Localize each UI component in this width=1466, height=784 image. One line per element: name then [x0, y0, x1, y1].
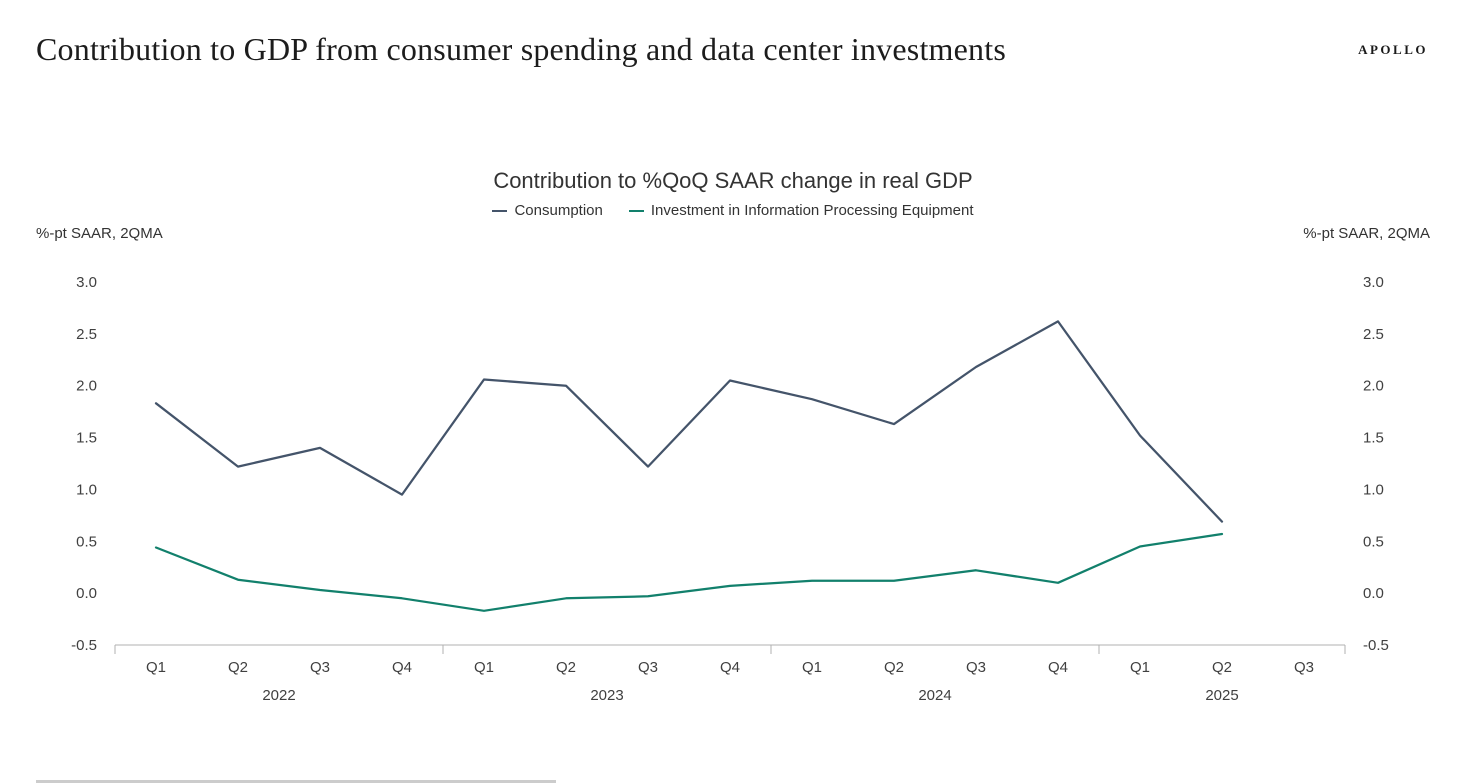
x-axis-quarter-label: Q3 — [1294, 659, 1314, 676]
y-axis-tick-label-right: 0.5 — [1363, 534, 1384, 551]
x-axis-quarter-label: Q1 — [146, 659, 166, 676]
legend-line-swatch — [629, 210, 644, 212]
x-axis-year-label: 2025 — [1205, 687, 1238, 704]
legend-label: Consumption — [514, 202, 602, 219]
legend-item-consumption: Consumption — [492, 202, 602, 219]
axis-units-row: %-pt SAAR, 2QMA %-pt SAAR, 2QMA — [0, 225, 1466, 242]
y-axis-tick-label-right: 2.5 — [1363, 326, 1384, 343]
y-axis-tick-label-left: 1.0 — [76, 482, 97, 499]
x-axis-year-label: 2024 — [918, 687, 951, 704]
x-axis-quarter-label: Q4 — [1048, 659, 1068, 676]
page-title: Contribution to GDP from consumer spendi… — [36, 30, 1430, 68]
x-axis-quarter-label: Q2 — [884, 659, 904, 676]
x-axis-quarter-label: Q2 — [556, 659, 576, 676]
y-axis-tick-label-left: 2.5 — [76, 326, 97, 343]
x-axis-quarter-label: Q1 — [1130, 659, 1150, 676]
right-axis-units-label: %-pt SAAR, 2QMA — [1303, 225, 1430, 242]
y-axis-tick-label-left: -0.5 — [71, 637, 97, 654]
y-axis-tick-label-right: 2.0 — [1363, 378, 1384, 395]
x-axis-quarter-label: Q1 — [474, 659, 494, 676]
legend-label: Investment in Information Processing Equ… — [651, 202, 974, 219]
x-axis-quarter-label: Q3 — [310, 659, 330, 676]
x-axis-quarter-label: Q4 — [720, 659, 740, 676]
y-axis-tick-label-right: 0.0 — [1363, 586, 1384, 603]
left-axis-units-label: %-pt SAAR, 2QMA — [36, 225, 163, 242]
y-axis-tick-label-right: 3.0 — [1363, 274, 1384, 291]
y-axis-tick-label-right: 1.5 — [1363, 430, 1384, 447]
x-axis-quarter-label: Q3 — [966, 659, 986, 676]
x-axis-quarter-label: Q4 — [392, 659, 412, 676]
y-axis-tick-label-left: 0.0 — [76, 586, 97, 603]
line-chart: 3.0 3.0 2.5 2.5 2.0 2.0 1.5 1.5 1.0 1.0 0.5 0.5 0.0 0… — [0, 242, 1466, 712]
x-axis-year-label: 2023 — [590, 687, 623, 704]
brand-logo: APOLLO — [1358, 42, 1428, 58]
y-axis-tick-label-left: 2.0 — [76, 378, 97, 395]
x-axis-quarter-label: Q2 — [1212, 659, 1232, 676]
x-axis-quarter-label: Q2 — [228, 659, 248, 676]
page: APOLLO Contribution to GDP from consumer… — [0, 30, 1466, 712]
series-line-investment — [156, 534, 1222, 611]
y-axis-tick-label-right: 1.0 — [1363, 482, 1384, 499]
legend-line-swatch — [492, 210, 507, 212]
series-line-consumption — [156, 322, 1222, 522]
y-axis-tick-label-left: 3.0 — [76, 274, 97, 291]
chart-title: Contribution to %QoQ SAAR change in real… — [0, 168, 1466, 194]
x-axis-quarter-label: Q1 — [802, 659, 822, 676]
chart-block: Contribution to %QoQ SAAR change in real… — [0, 168, 1466, 712]
y-axis-tick-label-left: 1.5 — [76, 430, 97, 447]
cropped-source-text — [36, 780, 556, 783]
y-axis-tick-label-left: 0.5 — [76, 534, 97, 551]
legend-item-investment: Investment in Information Processing Equ… — [629, 202, 974, 219]
x-axis-quarter-label: Q3 — [638, 659, 658, 676]
x-axis-year-label: 2022 — [262, 687, 295, 704]
chart-legend: Consumption Investment in Information Pro… — [0, 202, 1466, 219]
y-axis-tick-label-right: -0.5 — [1363, 637, 1389, 654]
